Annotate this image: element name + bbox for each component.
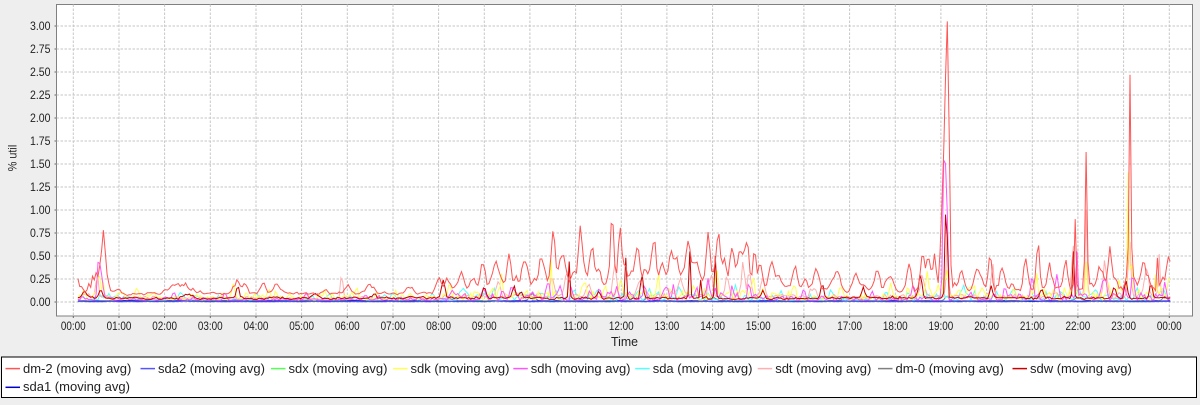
svg-text:06:00: 06:00 [335,319,360,333]
svg-text:dm-0 (moving avg): dm-0 (moving avg) [896,361,1004,376]
svg-text:1.50: 1.50 [30,157,51,171]
svg-text:00:00: 00:00 [61,319,86,333]
svg-text:2.25: 2.25 [30,88,51,102]
svg-text:sdx (moving avg): sdx (moving avg) [289,361,388,376]
svg-text:sda (moving avg): sda (moving avg) [653,361,753,376]
svg-text:23:00: 23:00 [1111,319,1136,333]
svg-text:17:00: 17:00 [837,319,862,333]
svg-text:sdh (moving avg): sdh (moving avg) [531,361,631,376]
svg-text:sdw (moving avg): sdw (moving avg) [1030,361,1132,376]
svg-text:13:00: 13:00 [655,319,680,333]
svg-text:04:00: 04:00 [244,319,269,333]
svg-text:2.50: 2.50 [30,65,51,79]
svg-text:05:00: 05:00 [289,319,314,333]
svg-text:10:00: 10:00 [518,319,543,333]
svg-text:02:00: 02:00 [152,319,177,333]
svg-text:0.75: 0.75 [30,226,51,240]
svg-text:11:00: 11:00 [563,319,588,333]
svg-text:00:00: 00:00 [1157,319,1182,333]
svg-text:2.00: 2.00 [30,111,51,125]
svg-text:09:00: 09:00 [472,319,497,333]
svg-text:19:00: 19:00 [929,319,954,333]
svg-text:sdk (moving avg): sdk (moving avg) [411,361,510,376]
svg-text:18:00: 18:00 [883,319,908,333]
svg-text:2.75: 2.75 [30,42,51,56]
svg-text:12:00: 12:00 [609,319,634,333]
svg-text:Time: Time [611,334,638,349]
svg-text:08:00: 08:00 [426,319,451,333]
svg-text:22:00: 22:00 [1066,319,1091,333]
svg-text:0.50: 0.50 [30,249,51,263]
svg-text:% util: % util [6,145,20,172]
svg-text:3.00: 3.00 [30,19,51,33]
svg-text:0.00: 0.00 [30,295,51,309]
svg-text:sda1 (moving avg): sda1 (moving avg) [23,379,130,394]
svg-text:sdt (moving avg): sdt (moving avg) [775,361,871,376]
svg-text:1.25: 1.25 [30,180,51,194]
svg-text:1.00: 1.00 [30,203,51,217]
svg-text:03:00: 03:00 [198,319,223,333]
svg-text:16:00: 16:00 [792,319,817,333]
svg-text:20:00: 20:00 [974,319,999,333]
svg-text:1.75: 1.75 [30,134,51,148]
svg-text:dm-2 (moving avg): dm-2 (moving avg) [23,361,131,376]
svg-text:01:00: 01:00 [107,319,132,333]
svg-text:sda2 (moving avg): sda2 (moving avg) [158,361,265,376]
svg-text:14:00: 14:00 [700,319,725,333]
svg-text:15:00: 15:00 [746,319,771,333]
svg-text:21:00: 21:00 [1020,319,1045,333]
svg-text:0.25: 0.25 [30,272,51,286]
svg-text:07:00: 07:00 [381,319,406,333]
